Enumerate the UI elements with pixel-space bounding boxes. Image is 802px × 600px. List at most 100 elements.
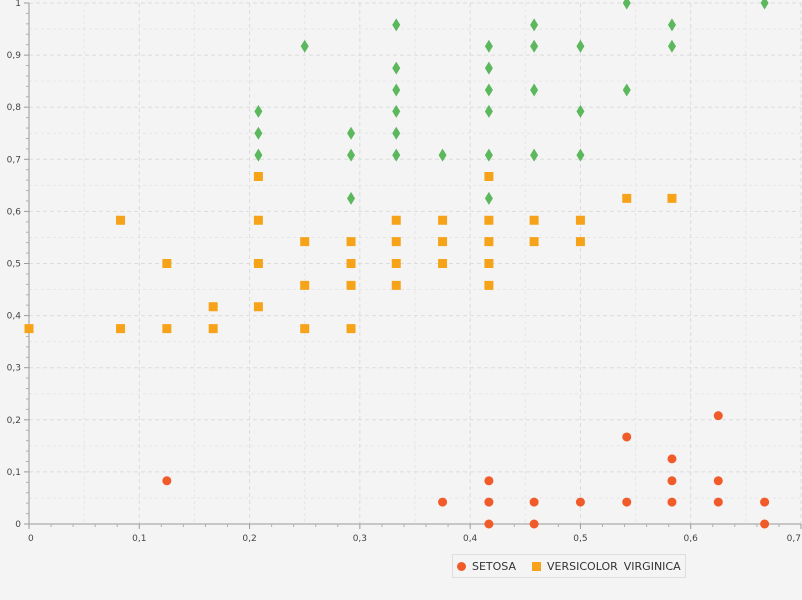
setosa-point [713,411,723,421]
y-tick-label: 0,9 [7,51,22,61]
virginica-point [392,18,401,32]
versicolor-point [253,302,263,312]
versicolor-point [346,237,356,247]
virginica-point [254,148,263,162]
x-tick-label: 0,4 [463,534,478,544]
x-tick-label: 0 [28,534,34,544]
versicolor-point [391,280,401,290]
versicolor-point [667,193,677,203]
setosa-point [667,497,677,507]
setosa-point [575,497,585,507]
setosa-point [713,497,723,507]
setosa-point [529,497,539,507]
virginica-point [530,148,539,162]
versicolor-point [346,280,356,290]
virginica-point [760,0,769,10]
versicolor-point [484,171,494,181]
versicolor-point [391,215,401,225]
legend-label: VERSICOLOR [547,559,618,573]
legend-item-virginica: VIRGINICA [624,560,681,573]
circle-marker-icon [457,561,466,571]
versicolor-point [300,280,310,290]
virginica-point [484,191,493,205]
virginica-point [392,148,401,162]
x-tick-label: 0,3 [353,534,367,544]
versicolor-point [346,324,356,334]
setosa-point [484,476,494,486]
virginica-point [392,126,401,140]
virginica-point [667,18,676,32]
y-tick-label: 0,1 [7,468,21,478]
y-tick-label: 1 [15,0,21,9]
versicolor-point [484,237,494,247]
setosa-point [760,519,770,529]
legend-item-setosa: SETOSA [457,560,516,573]
versicolor-point [391,259,401,268]
virginica-point [576,104,585,118]
versicolor-point [438,215,448,225]
virginica-point [438,148,447,162]
y-tick-label: 0,4 [7,312,22,322]
x-tick-label: 0,1 [132,534,146,544]
versicolor-point [162,259,172,268]
y-tick-label: 0,5 [7,260,21,270]
virginica-point [347,148,356,162]
versicolor-point [253,215,263,225]
setosa-point [667,476,677,486]
y-tick-label: 0,3 [7,364,21,374]
virginica-point [484,83,493,97]
versicolor-point [622,193,632,203]
virginica-point [392,104,401,118]
virginica-point [530,18,539,32]
versicolor-point [484,259,494,268]
virginica-point [254,104,263,118]
versicolor-point [208,324,218,334]
virginica-point [347,191,356,205]
setosa-point [622,432,632,442]
versicolor-point [438,259,448,268]
virginica-point [576,39,585,53]
data-points [24,0,770,529]
virginica-point [484,39,493,53]
x-tick-label: 0,2 [242,534,256,544]
versicolor-point [116,324,126,334]
setosa-point [760,497,770,507]
x-tick-label: 0,7 [787,534,801,544]
virginica-point [576,148,585,162]
setosa-point [622,497,632,507]
virginica-point [392,61,401,75]
y-tick-label: 0,2 [7,416,21,426]
square-marker-icon [532,561,542,571]
virginica-point [622,0,631,10]
virginica-point [484,148,493,162]
versicolor-point [575,237,585,247]
versicolor-point [484,215,494,225]
virginica-point [300,39,309,53]
versicolor-point [391,237,401,247]
setosa-point [484,497,494,507]
versicolor-point [575,215,585,225]
x-tick-label: 0,6 [684,534,699,544]
y-tick-label: 0 [15,520,21,530]
versicolor-point [24,324,34,334]
virginica-point [530,83,539,97]
versicolor-point [208,302,218,312]
versicolor-point [162,324,172,334]
grid-lines [29,2,802,524]
axes: 0 0,1 0,2 0,3 0,4 0,5 0,6 0,7 0,8 0,9 1 0 0,1 0,2 0,3 0… [7,0,802,544]
virginica-point [484,104,493,118]
versicolor-point [300,237,310,247]
setosa-point [438,497,448,507]
virginica-point [530,39,539,53]
virginica-point [254,126,263,140]
versicolor-point [300,324,310,334]
setosa-point [713,476,723,486]
versicolor-point [484,280,494,290]
virginica-point [392,83,401,97]
versicolor-point [253,259,263,268]
virginica-point [347,126,356,140]
versicolor-point [438,237,448,247]
y-tick-label: 0,7 [7,155,21,165]
